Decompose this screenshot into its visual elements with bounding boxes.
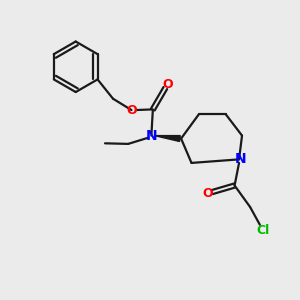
- Text: O: O: [126, 103, 137, 116]
- Text: O: O: [162, 78, 173, 91]
- Text: N: N: [235, 152, 246, 166]
- Polygon shape: [154, 136, 180, 142]
- Text: Cl: Cl: [256, 224, 269, 237]
- Text: N: N: [146, 129, 157, 142]
- Text: O: O: [203, 187, 214, 200]
